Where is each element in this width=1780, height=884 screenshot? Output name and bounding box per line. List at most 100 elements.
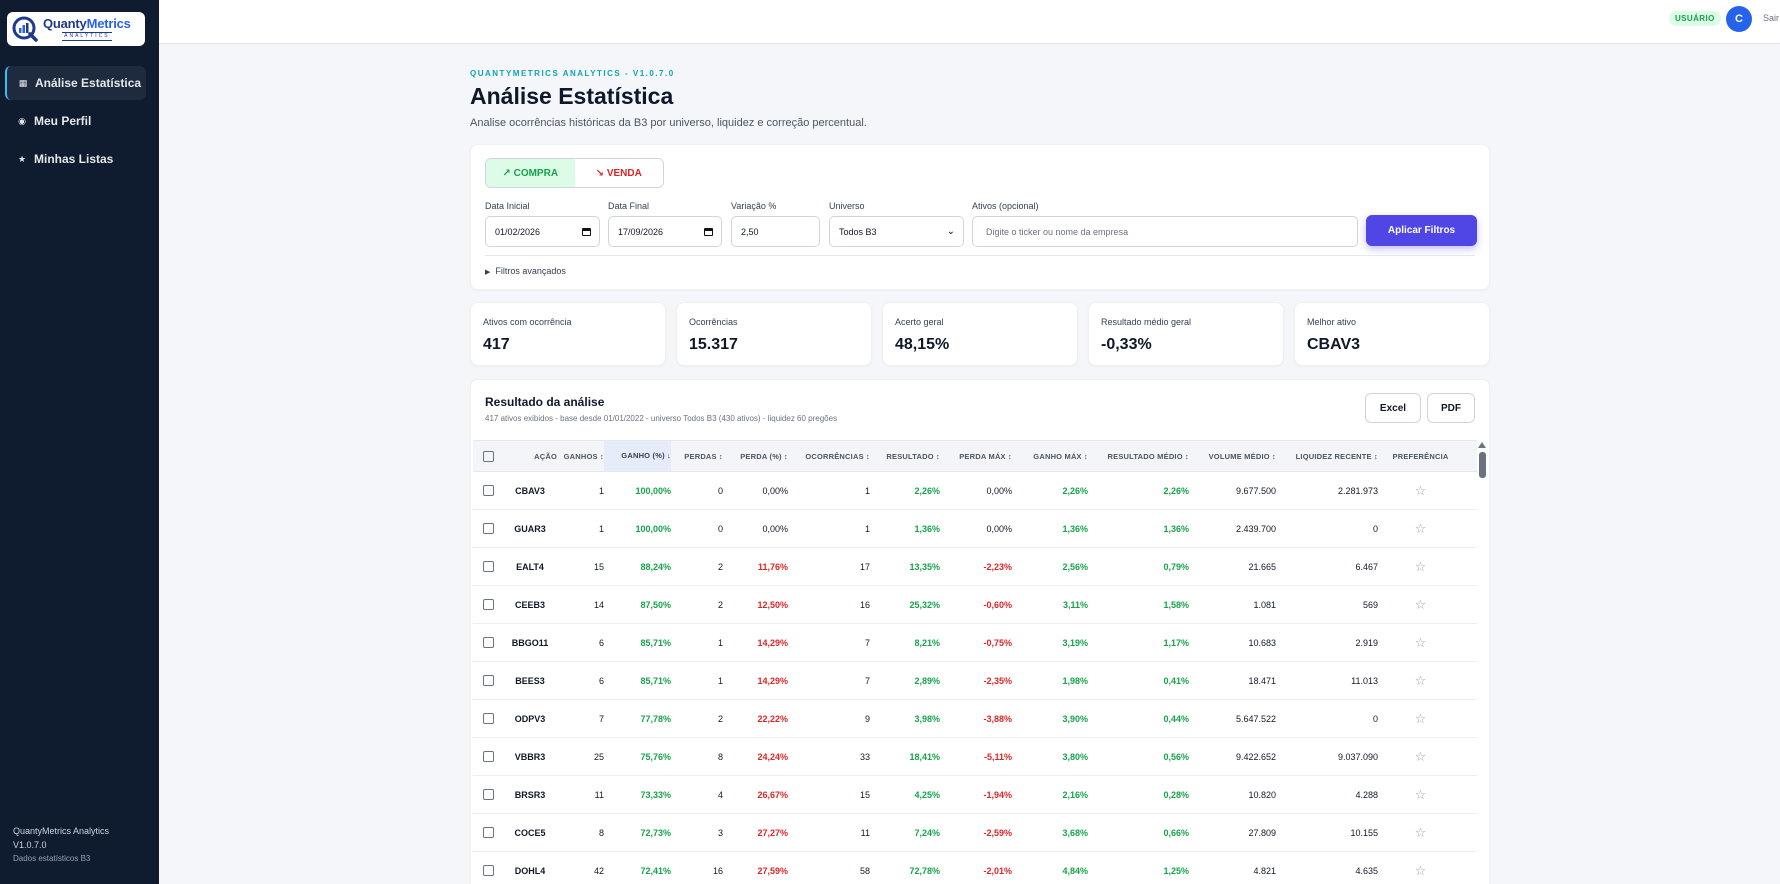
calendar-icon[interactable] <box>582 227 591 236</box>
col-acao[interactable]: AÇÃO <box>534 451 557 461</box>
apply-filters-button[interactable]: Aplicar Filtros <box>1366 215 1477 246</box>
table-row[interactable]: CEEB3 14 87,50% 2 12,50% 16 25,32% -0,60% 3,11% 1… <box>473 586 1477 624</box>
stat-value: CBAV3 <box>1307 336 1361 353</box>
row-checkbox[interactable] <box>483 713 494 724</box>
sell-toggle-button[interactable]: ↘ VENDA <box>574 159 663 187</box>
col-resultado-medio[interactable]: RESULTADO MÉDIO ↕ <box>1107 451 1189 461</box>
col-ganho-pct[interactable]: GANHO (%) ↓ <box>604 441 671 471</box>
favorite-star-icon[interactable]: ☆ <box>1414 482 1427 498</box>
side-toggle: ↗ COMPRA ↘ VENDA <box>485 158 664 188</box>
assets-search-input[interactable]: Digite o ticker ou nome da empresa <box>972 216 1358 247</box>
cell-perda-max: 0,00% <box>986 523 1012 534</box>
table-row[interactable]: EALT4 15 88,24% 2 11,76% 17 13,35% -2,23% 2,56% 0… <box>473 548 1477 586</box>
table-row[interactable]: BRSR3 11 73,33% 4 26,67% 15 4,25% -1,94% 2,16% 0,… <box>473 776 1477 814</box>
cell-volume-medio: 1.081 <box>1253 599 1276 610</box>
cell-ganho-pct: 100,00% <box>635 523 671 534</box>
favorite-star-icon[interactable]: ☆ <box>1414 558 1427 574</box>
cell-resultado: 8,21% <box>914 637 940 648</box>
favorite-star-icon[interactable]: ☆ <box>1414 710 1427 726</box>
cell-ganho-max: 1,98% <box>1062 675 1088 686</box>
avatar[interactable]: C <box>1726 6 1752 32</box>
cell-resultado: 3,98% <box>914 713 940 724</box>
table-row[interactable]: GUAR3 1 100,00% 0 0,00% 1 1,36% 0,00% 1,36% 1,36%… <box>473 510 1477 548</box>
row-checkbox[interactable] <box>483 637 494 648</box>
cell-ocorrencias: 11 <box>860 827 870 838</box>
role-badge: USUÁRIO <box>1669 11 1721 26</box>
row-checkbox[interactable] <box>483 561 494 572</box>
cell-resultado-medio: 1,58% <box>1163 599 1189 610</box>
favorite-star-icon[interactable]: ☆ <box>1414 786 1427 802</box>
table-row[interactable]: VBBR3 25 75,76% 8 24,24% 33 18,41% -5,11% 3,80% 0… <box>473 738 1477 776</box>
row-checkbox[interactable] <box>483 523 494 534</box>
sidebar-item-label: Minhas Listas <box>34 152 114 166</box>
cell-liquidez-recente: 9.037.090 <box>1337 751 1378 762</box>
table-row[interactable]: DOHL4 42 72,41% 16 27,59% 58 72,78% -2,01% 4,84%… <box>473 852 1477 884</box>
row-checkbox[interactable] <box>483 599 494 610</box>
col-perdas[interactable]: PERDAS ↕ <box>684 451 723 461</box>
favorite-star-icon[interactable]: ☆ <box>1414 672 1427 688</box>
col-ganho-max[interactable]: GANHO MÁX ↕ <box>1033 451 1088 461</box>
cell-ganho-max: 3,19% <box>1062 637 1088 648</box>
end-date-label: Data Final <box>608 201 650 211</box>
start-date-input[interactable]: 01/02/2026 <box>485 216 600 247</box>
table-row[interactable]: CBAV3 1 100,00% 0 0,00% 1 2,26% 0,00% 2,26% 2,26%… <box>473 472 1477 510</box>
col-liquidez-recente[interactable]: LIQUIDEZ RECENTE ↕ <box>1295 451 1378 461</box>
favorite-star-icon[interactable]: ☆ <box>1414 824 1427 840</box>
col-volume-medio[interactable]: VOLUME MÉDIO ↕ <box>1208 451 1276 461</box>
col-ganhos[interactable]: GANHOS ↕ <box>563 451 604 461</box>
table-row[interactable]: ODPV3 7 77,78% 2 22,22% 9 3,98% -3,88% 3,90% 0,44… <box>473 700 1477 738</box>
cell-ticker: CEEB3 <box>514 599 545 610</box>
favorite-star-icon[interactable]: ☆ <box>1414 862 1427 878</box>
table-scrollbar[interactable] <box>1478 442 1486 884</box>
favorite-star-icon[interactable]: ☆ <box>1414 520 1427 536</box>
sidebar-item-meu-perfil[interactable]: ◉ Meu Perfil <box>5 104 146 138</box>
favorite-star-icon[interactable]: ☆ <box>1414 634 1427 650</box>
export-pdf-button[interactable]: PDF <box>1427 393 1475 423</box>
col-perda-max[interactable]: PERDA MÁX ↕ <box>959 451 1012 461</box>
favorite-star-icon[interactable]: ☆ <box>1414 596 1427 612</box>
table-row[interactable]: BBGO11 6 85,71% 1 14,29% 7 8,21% -0,75% 3,19% 1,1… <box>473 624 1477 662</box>
universe-select[interactable]: Todos B3 ⌄ <box>829 216 964 247</box>
favorite-star-icon[interactable]: ☆ <box>1414 748 1427 764</box>
table-row[interactable]: BEES3 6 85,71% 1 14,29% 7 2,89% -2,35% 1,98% 0,41… <box>473 662 1477 700</box>
cell-volume-medio: 9.677.500 <box>1235 485 1276 496</box>
cell-ocorrencias: 7 <box>864 637 870 648</box>
calendar-icon[interactable] <box>704 227 713 236</box>
advanced-filters-toggle[interactable]: ▶ Filtros avançados <box>485 266 566 276</box>
cell-perda-pct: 27,59% <box>757 865 788 876</box>
cell-ganho-max: 1,36% <box>1062 523 1088 534</box>
col-ocorrencias[interactable]: OCORRÊNCIAS ↕ <box>805 451 870 461</box>
row-checkbox[interactable] <box>483 789 494 800</box>
cell-perda-pct: 11,76% <box>757 561 788 572</box>
row-checkbox[interactable] <box>483 865 494 876</box>
cell-ocorrencias: 15 <box>859 789 870 800</box>
col-perda-pct[interactable]: PERDA (%) ↕ <box>740 451 788 461</box>
app-logo[interactable]: QuantyMetrics ANALYTICS <box>7 12 145 46</box>
cell-liquidez-recente: 10.155 <box>1350 827 1378 838</box>
cell-perda-pct: 26,67% <box>757 789 788 800</box>
col-resultado[interactable]: RESULTADO ↕ <box>886 451 940 461</box>
variation-input[interactable]: 2,50 <box>731 216 820 247</box>
stat-value: 15.317 <box>689 336 738 353</box>
row-checkbox[interactable] <box>483 751 494 762</box>
row-checkbox[interactable] <box>483 675 494 686</box>
scroll-thumb[interactable] <box>1478 452 1486 478</box>
row-checkbox[interactable] <box>483 485 494 496</box>
cell-volume-medio: 18.471 <box>1248 675 1276 686</box>
assets-placeholder: Digite o ticker ou nome da empresa <box>986 226 1129 237</box>
select-all-checkbox[interactable] <box>483 450 494 462</box>
cell-ticker: CBAV3 <box>515 485 545 496</box>
cell-ganho-pct: 87,50% <box>640 599 671 610</box>
sidebar-item-minhas-listas[interactable]: ★ Minhas Listas <box>5 142 146 176</box>
sidebar-nav: ▦ Análise Estatística ◉ Meu Perfil ★ Min… <box>5 66 146 180</box>
cell-ocorrencias: 1 <box>864 523 870 534</box>
buy-toggle-button[interactable]: ↗ COMPRA <box>486 159 575 187</box>
table-row[interactable]: COCE5 8 72,73% 3 27,27% 11 7,24% -2,59% 3,68% 0,6… <box>473 814 1477 852</box>
scroll-up-icon[interactable] <box>1478 442 1486 448</box>
row-checkbox[interactable] <box>483 827 494 838</box>
logout-link[interactable]: Sair <box>1763 13 1780 23</box>
sidebar-item-analise-estatistica[interactable]: ▦ Análise Estatística <box>5 66 146 100</box>
end-date-input[interactable]: 17/09/2026 <box>608 216 722 247</box>
export-excel-button[interactable]: Excel <box>1365 393 1421 423</box>
cell-liquidez-recente: 4.635 <box>1355 865 1378 876</box>
